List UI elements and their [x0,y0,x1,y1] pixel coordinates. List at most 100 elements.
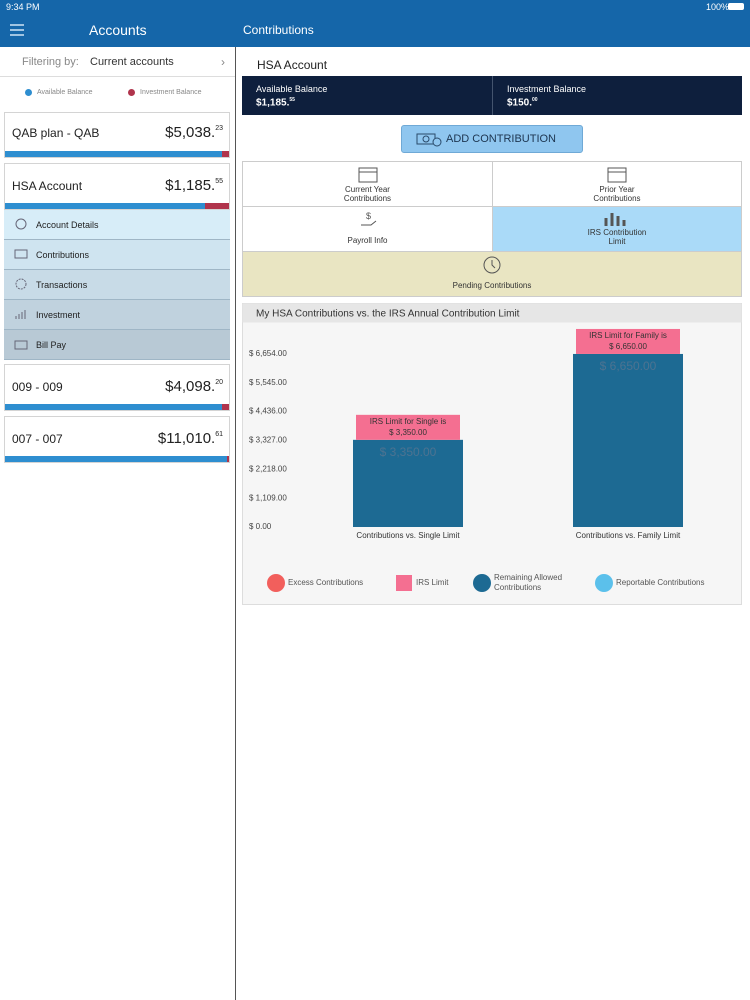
cents: 61 [215,431,223,438]
nav-title: Contributions [243,23,314,37]
icon [14,249,28,259]
tile-label: Pending Contributions [452,281,532,290]
menu-button[interactable] [9,23,25,37]
annotation-box [576,328,680,354]
menu-label: Account Details [36,220,99,230]
account-amount: $5,038.23 [165,124,223,141]
legend-dot [128,89,135,96]
annotation-box [356,414,460,440]
y-tick-label: $ 2,218.00 [249,464,287,473]
annotation-text: IRS Limit for Single is [370,417,446,426]
filter-value[interactable]: Current accounts [90,56,174,68]
menu-item[interactable]: Bill Pay [4,330,230,360]
cents: 55 [289,97,295,103]
balance-bar [5,404,229,410]
cents: 55 [215,178,223,185]
legend-marker [396,575,412,591]
legend-label: Available Balance [37,89,93,96]
amount: $1,185. [256,97,290,109]
account-amount: $11,010.61 [158,430,223,447]
y-tick-label: $ 5,545.00 [249,378,287,387]
legend-label: Reportable Contributions [616,578,705,587]
chevron[interactable]: › [221,55,225,69]
section-title: HSA Account [257,58,328,72]
tile[interactable]: $ Payroll Info [242,206,493,252]
account-amount: $1,185.55 [165,177,223,194]
battery-icon [728,3,744,10]
chart: My HSA Contributions vs. the IRS Annual … [242,303,742,605]
button-label: ADD CONTRIBUTION [446,133,556,145]
y-tick-label: $ 1,109.00 [249,493,287,502]
filter-label: Filtering by: [22,56,79,68]
legend-label: Remaining Allowed Contributions [494,573,562,592]
amount: $150. [507,97,533,109]
divider [492,76,493,115]
legend-marker [595,574,613,592]
chart-title-bar [242,303,742,323]
annotation-value: $ 3,350.00 [389,428,427,437]
account-name: QAB plan - QAB [12,126,100,140]
menu-item[interactable]: Account Details [4,210,230,240]
balance-bar [5,151,229,157]
balance-label: Available Balance [256,84,328,94]
nav-title: Accounts [89,22,147,38]
icon: $ [360,211,376,226]
menu-label: Bill Pay [36,340,67,350]
svg-text:$: $ [366,211,371,221]
y-tick-label: $ 3,327.00 [249,436,287,445]
legend-label: IRS Limit [416,578,449,587]
tile-label: IRS Contribution Limit [587,228,647,246]
account-card[interactable]: 009 - 009 $4,098.20 [4,364,230,411]
icon [15,278,27,290]
annotation-value: $ 6,650.00 [609,342,647,351]
account-name: HSA Account [12,179,83,193]
menu-item[interactable]: Transactions [4,270,230,300]
account-card[interactable]: HSA Account $1,185.55 [4,163,230,210]
amount: $1,185. [165,177,216,194]
annotation-text: IRS Limit for Family is [589,331,667,340]
icon [358,167,377,183]
icon [15,218,27,230]
icon [416,133,442,147]
balance-bar [5,203,229,209]
tile[interactable]: Prior Year Contributions [492,161,742,207]
amount: $11,010. [157,430,216,447]
account-card[interactable]: 007 - 007 $11,010.61 [4,416,230,463]
menu-item[interactable]: Contributions [4,240,230,270]
tile-label: Prior Year Contributions [593,185,641,203]
menu-label: Investment [36,310,81,320]
balance-value: $150.00 [507,97,538,108]
icon [14,340,28,350]
cents: 00 [532,97,538,103]
y-tick-label: $ 0.00 [249,522,272,531]
battery: 100% [706,2,730,12]
chart-title: My HSA Contributions vs. the IRS Annual … [256,309,520,320]
separator [0,76,235,77]
tile[interactable]: IRS Contribution Limit [492,206,742,252]
legend-label: Investment Balance [140,89,202,96]
legend-label: Excess Contributions [288,578,363,587]
tile-label: Current Year Contributions [343,185,392,203]
x-tick-label: Contributions vs. Family Limit [576,531,681,540]
account-name: 007 - 007 [12,432,63,446]
y-tick-label: $ 6,654.00 [249,349,287,358]
menu-label: Transactions [36,280,88,290]
y-tick-label: $ 4,436.00 [249,407,287,416]
time: 9:34 PM [6,2,40,12]
header [0,0,750,47]
menu-item[interactable]: Investment [4,300,230,330]
balance-value: $1,185.55 [256,97,295,108]
account-name: 009 - 009 [12,380,63,394]
tile[interactable]: Current Year Contributions [242,161,493,207]
cents: 20 [215,379,223,386]
balance-label: Investment Balance [507,84,587,94]
tile[interactable]: Pending Contributions [242,251,742,297]
account-card[interactable]: QAB plan - QAB $5,038.23 [4,112,230,158]
bar [573,353,683,527]
balance-bar [5,456,229,462]
account-amount: $4,098.20 [165,378,223,395]
legend-dot [25,89,32,96]
add-contribution-button[interactable]: ADD CONTRIBUTION [401,125,583,153]
cents: 23 [215,125,223,132]
